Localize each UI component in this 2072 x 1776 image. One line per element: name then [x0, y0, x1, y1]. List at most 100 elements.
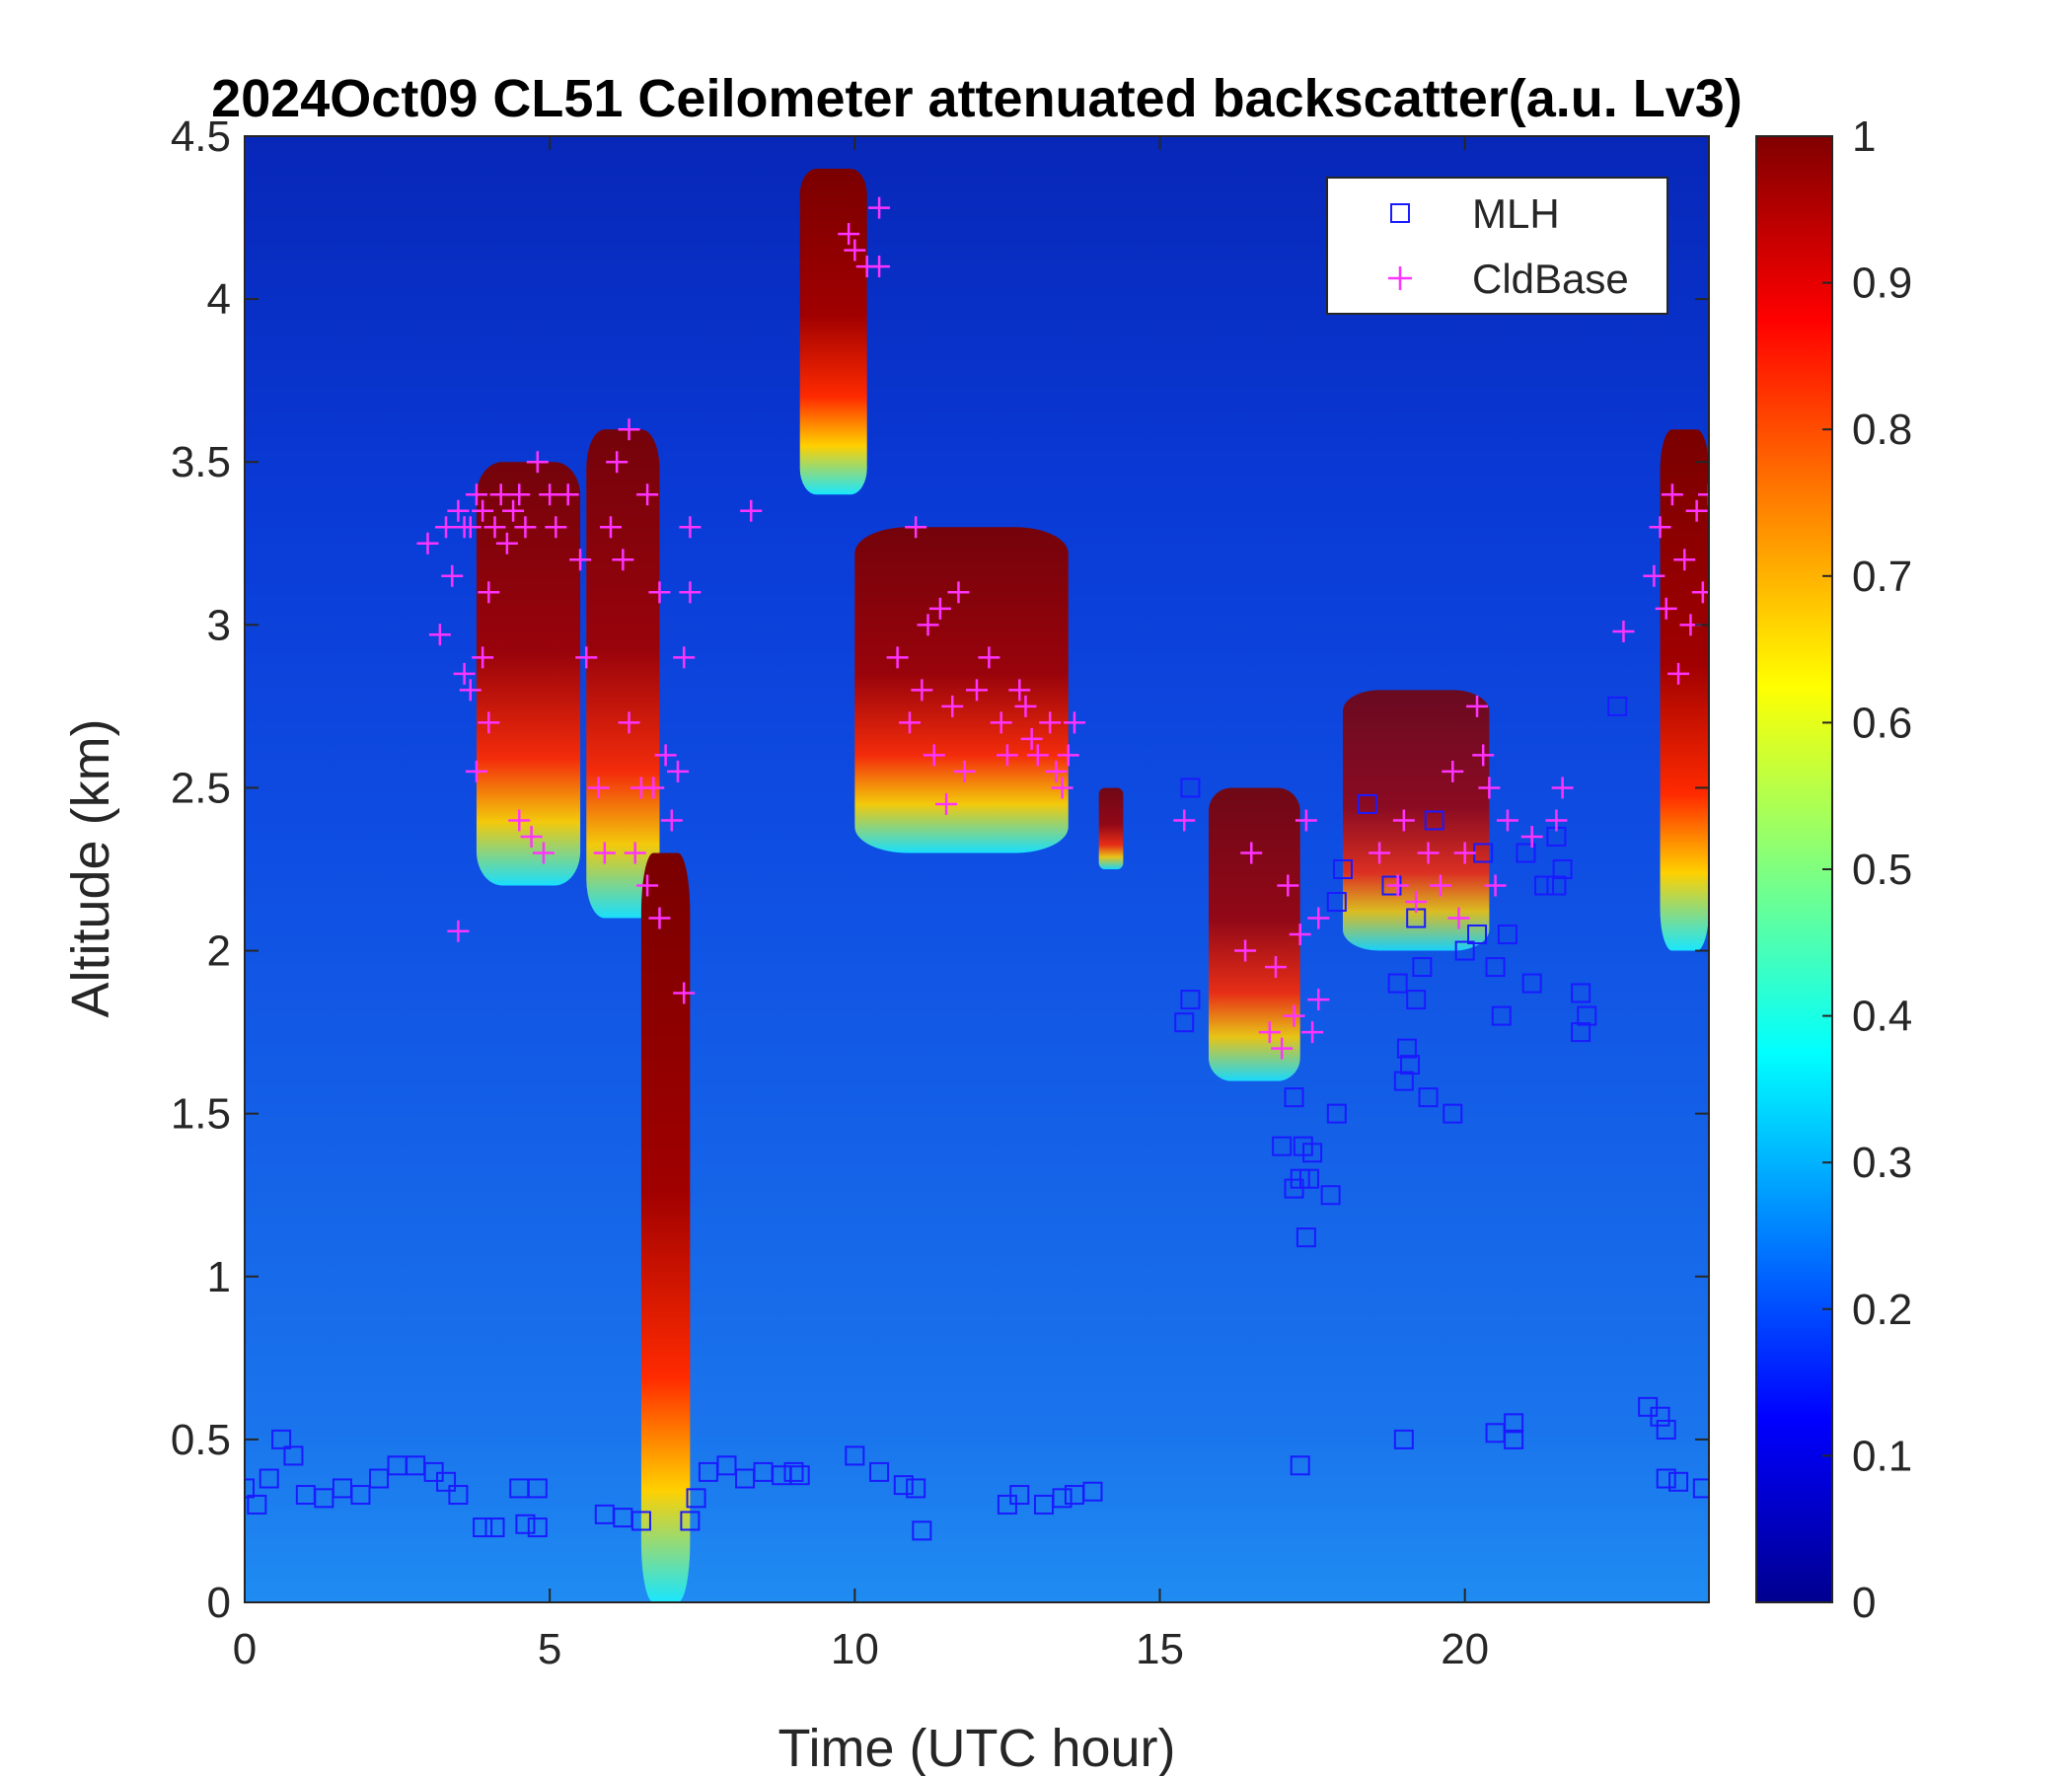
x-tick-label: 20: [1441, 1625, 1489, 1673]
mlh-point: [527, 1517, 548, 1538]
mlh-point: [1443, 1103, 1463, 1124]
cldbase-point: [740, 499, 763, 522]
backscatter-features: [476, 169, 1709, 1602]
mlh-point: [1272, 1136, 1293, 1156]
cldbase-point: [1673, 549, 1696, 571]
mlh-point: [1180, 990, 1201, 1010]
mlh-point: [515, 1514, 536, 1534]
mlh-point: [1009, 1485, 1030, 1506]
x-axis-label: Time (UTC hour): [777, 1719, 1175, 1776]
mlh-point: [1454, 940, 1475, 961]
cldbase-point: [1234, 939, 1257, 962]
backscatter-feature: [854, 527, 1069, 853]
cldbase-point: [416, 532, 439, 555]
mlh-point: [845, 1445, 865, 1466]
mlh-point: [906, 1478, 926, 1499]
mlh-point: [1357, 793, 1377, 814]
backscatter-feature: [1660, 429, 1709, 951]
mlh-point: [1387, 973, 1408, 994]
cldbase-point: [966, 679, 988, 702]
backscatter-feature: [476, 462, 581, 886]
mlh-point: [1174, 1012, 1195, 1033]
colorbar-tick-label: 0.4: [1852, 993, 1912, 1041]
cldbase-point: [917, 614, 939, 636]
cldbase-point: [489, 483, 512, 506]
cldbase-point: [1496, 809, 1518, 832]
cldbase-point: [459, 516, 481, 539]
cldbase-point: [1277, 874, 1299, 897]
cldbase-point: [1520, 825, 1543, 848]
cldbase-point: [667, 760, 690, 782]
cldbase-point: [660, 809, 683, 832]
cldbase-point: [868, 256, 891, 278]
cldbase-point: [1429, 874, 1451, 897]
cldbase-point: [1612, 620, 1635, 642]
y-tick-label: 1: [207, 1253, 231, 1301]
cldbase-point: [1264, 956, 1287, 979]
cldbase-point: [1667, 662, 1690, 685]
cldbase-point: [978, 646, 1000, 669]
mlh-point: [1406, 990, 1427, 1010]
cldbase-point: [947, 581, 970, 604]
cldbase-point: [990, 711, 1012, 734]
colorbar-tick-label: 0.1: [1852, 1432, 1912, 1480]
cldbase-point: [648, 907, 671, 929]
backscatter-feature: [1098, 787, 1124, 869]
cldbase-point: [472, 646, 494, 669]
mlh-point: [1082, 1481, 1103, 1502]
mlh-point: [1656, 1468, 1676, 1489]
cldbase-point: [923, 744, 945, 767]
cldbase-point: [1063, 711, 1085, 734]
cldbase-point: [1655, 597, 1677, 620]
cldbase-point: [679, 516, 702, 539]
mlh-point: [1290, 1455, 1310, 1476]
cldbase-point: [600, 516, 622, 539]
cldbase-point: [1295, 809, 1317, 832]
cldbase-point: [1045, 760, 1068, 782]
cldbase-point: [1051, 777, 1073, 799]
cldbase-point: [441, 564, 464, 587]
colorbar-tick-label: 0: [1852, 1579, 1876, 1627]
mlh-point: [1516, 843, 1536, 863]
cldbase-point: [898, 711, 921, 734]
mlh-point: [1467, 925, 1488, 945]
mlh-point: [1692, 1478, 1709, 1499]
mlh-point: [783, 1461, 804, 1482]
cldbase-point: [1466, 695, 1489, 717]
colorbar-tick-label: 0.6: [1852, 699, 1912, 747]
legend-cldbase-marker: [1388, 266, 1412, 290]
plot-area: [244, 135, 1710, 1603]
cldbase-point: [905, 516, 927, 539]
x-axis: 0 5 10 15 20: [233, 136, 1489, 1673]
cldbase-point: [612, 549, 634, 571]
y-tick-label: 4.5: [171, 112, 231, 161]
cldbase-point: [428, 624, 451, 646]
cldbase-point: [1649, 516, 1671, 539]
mlh-point: [1504, 1429, 1524, 1449]
cldbase-point: [1551, 777, 1574, 799]
mlh-point: [1284, 1087, 1304, 1108]
x-tick-label: 0: [233, 1625, 257, 1673]
cldbase-point: [447, 499, 470, 522]
x-tick-label: 15: [1136, 1625, 1184, 1673]
cldbase-point: [447, 920, 470, 942]
mlh-point: [1418, 1087, 1439, 1108]
cldbase-point: [928, 597, 951, 620]
y-tick-label: 4: [207, 275, 231, 324]
legend: MLH CldBase: [1326, 177, 1668, 315]
mlh-point: [1546, 875, 1567, 896]
colorbar-tick-label: 1: [1852, 112, 1876, 161]
mlh-point: [716, 1455, 737, 1476]
cldbase-point: [1271, 1037, 1294, 1060]
mlh-point: [1656, 1419, 1676, 1440]
colorbar-tick-label: 0.7: [1852, 553, 1912, 601]
x-tick-label: 10: [831, 1625, 879, 1673]
cldbase-point: [587, 777, 610, 799]
mlh-point: [247, 1494, 267, 1515]
mlh-point: [350, 1485, 371, 1506]
colorbar-tick-label: 0.8: [1852, 406, 1912, 454]
cldbase-point: [886, 646, 909, 669]
cldbase-point: [526, 451, 549, 474]
legend-mlh-marker: [1390, 203, 1410, 223]
